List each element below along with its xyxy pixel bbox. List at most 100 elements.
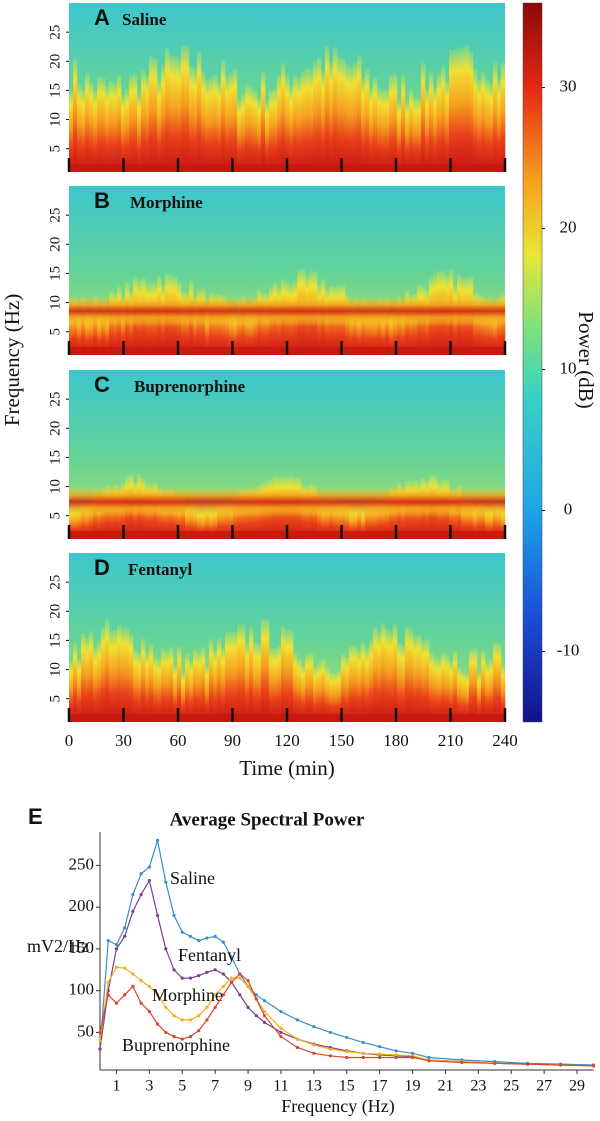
series-point <box>361 1051 365 1055</box>
spectrogram-texture <box>205 506 210 539</box>
series-point <box>559 1063 563 1067</box>
spectrogram-texture <box>121 95 126 172</box>
x-tick-label: 0 <box>65 731 74 750</box>
panel-name: Morphine <box>130 193 203 212</box>
spectrogram-texture <box>201 71 206 172</box>
y-tick-label: 50 <box>77 1021 94 1040</box>
spectrogram-texture <box>101 627 106 722</box>
spectrogram-texture <box>277 74 282 172</box>
series-point <box>139 872 143 876</box>
spectrogram-texture <box>353 299 358 355</box>
series-point <box>172 913 176 918</box>
panel-letter: C <box>94 372 110 397</box>
spectrogram-texture <box>485 79 490 172</box>
series-point <box>180 976 184 980</box>
panel-letter: D <box>94 555 110 580</box>
series-point <box>114 943 119 947</box>
x-tick-label: 9 <box>244 1078 252 1095</box>
spectrogram-texture <box>357 306 362 355</box>
spectrogram-texture <box>453 650 458 722</box>
series-point <box>155 993 160 997</box>
spectrogram-texture <box>173 55 178 172</box>
y-tick-label: 25 <box>47 392 63 407</box>
spectrogram-texture <box>137 653 142 722</box>
spectrogram-texture <box>477 79 482 172</box>
series-point <box>246 1005 250 1009</box>
spectrogram-texture <box>221 60 226 172</box>
spectrogram-texture <box>97 309 102 355</box>
spectrogram-texture <box>437 73 442 172</box>
series-point <box>131 909 135 913</box>
spectrogram-texture <box>121 299 126 355</box>
series-point <box>147 865 151 869</box>
spectrogram-texture <box>217 637 222 722</box>
spectrogram-texture <box>113 629 118 722</box>
spectrogram-texture <box>205 304 210 355</box>
spectrogram-texture <box>365 498 370 539</box>
spectrogram-texture <box>349 302 354 355</box>
spectrogram-texture <box>497 503 502 539</box>
colorbar-label: Power (dB) <box>574 311 598 408</box>
spectrogram-texture <box>353 507 358 539</box>
spectrogram-texture <box>329 62 334 172</box>
spectrogram-texture <box>425 89 430 172</box>
spectrogram-texture <box>369 639 374 722</box>
spectrogram-texture <box>349 645 354 722</box>
spectrogram-texture <box>489 83 494 172</box>
spectrogram-texture <box>81 297 86 355</box>
series-point <box>279 1009 283 1014</box>
spectrogram-texture <box>297 77 302 172</box>
spectrogram-texture <box>89 81 94 172</box>
spectrogram-texture <box>445 655 450 722</box>
series-point <box>591 1064 596 1068</box>
series-point <box>123 926 127 930</box>
spectrogram-texture <box>69 90 74 172</box>
spectrogram-texture <box>481 71 486 172</box>
spectrogram-texture <box>253 299 258 355</box>
spectrogram-texture <box>365 649 370 722</box>
spectrogram-texture <box>481 650 486 722</box>
spectrogram-texture <box>109 631 114 722</box>
x-tick-label: 11 <box>273 1078 288 1095</box>
series-point <box>131 972 135 976</box>
spectrogram-texture <box>177 495 182 539</box>
spectrogram-texture <box>197 51 202 172</box>
colorbar-tick-label: -10 <box>557 640 580 659</box>
spectrogram-texture <box>285 75 290 172</box>
spectrogram-texture <box>157 659 162 722</box>
spectrogram-texture <box>81 89 86 172</box>
y-tick-label: 15 <box>47 450 63 465</box>
spectrogram-texture <box>489 507 494 539</box>
series-point <box>197 1029 201 1033</box>
spectrogram-texture <box>129 74 134 172</box>
series-point <box>427 1055 431 1060</box>
spectrogram-texture <box>249 86 254 172</box>
spectrogram-texture <box>105 308 110 355</box>
series-point <box>180 930 184 934</box>
series-point <box>312 1043 316 1047</box>
spectrogram-texture <box>333 47 338 172</box>
spectrogram-texture <box>465 45 470 173</box>
series-point <box>493 1061 497 1065</box>
series-point <box>262 1009 267 1014</box>
series-point <box>197 938 201 943</box>
series-point <box>180 1018 184 1022</box>
spectrogram-texture <box>469 50 474 172</box>
series-point <box>328 1047 332 1051</box>
spectrogram-texture <box>465 673 470 722</box>
series-point <box>164 1005 168 1009</box>
series-point <box>410 1055 415 1060</box>
series-point <box>230 976 234 980</box>
spectrogram-texture <box>193 504 198 539</box>
x-axis-label: Time (min) <box>239 756 334 780</box>
series-point <box>394 1049 398 1053</box>
spectrogram-texture <box>293 75 298 172</box>
spectrogram-texture <box>89 497 94 539</box>
spectrogram-texture <box>361 77 366 172</box>
panel-letter: B <box>94 188 110 213</box>
series-point <box>98 1039 102 1043</box>
series-point <box>221 940 225 944</box>
spectrogram-texture <box>361 299 366 355</box>
spectrogram-texture <box>101 77 106 172</box>
